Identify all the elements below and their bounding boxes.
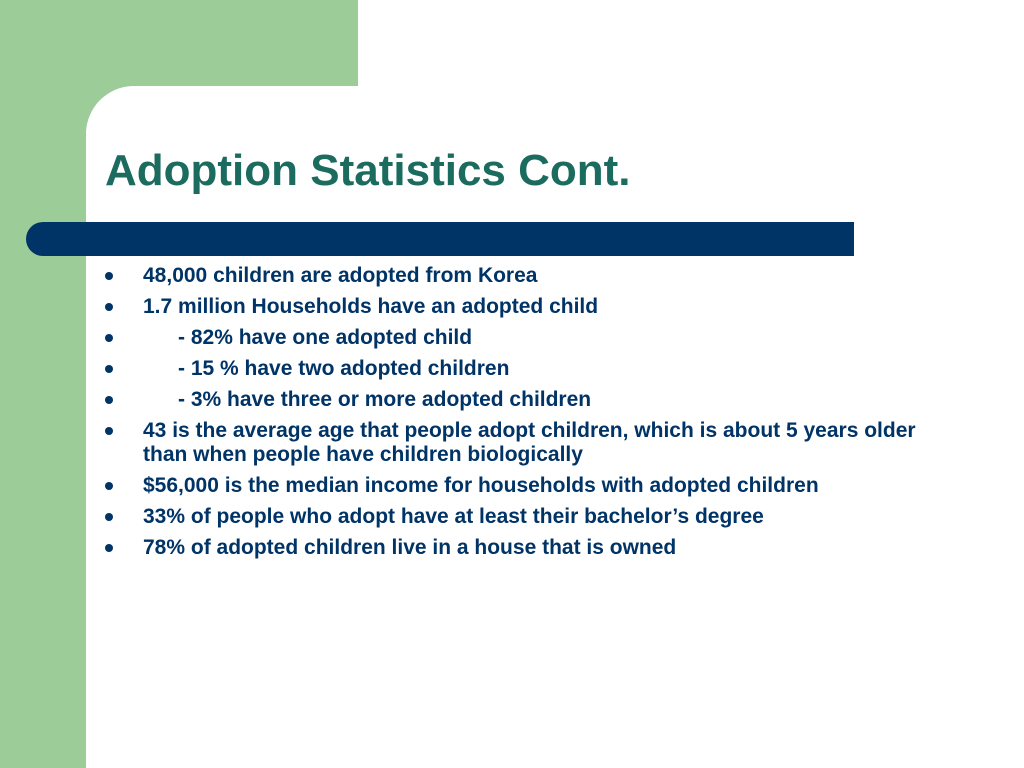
bullet-text: 43 is the average age that people adopt … [143,419,922,466]
bullet-item: - 15 % have two adopted children [105,357,965,381]
bullet-item: 1.7 million Households have an adopted c… [105,295,965,319]
bullet-item: $56,000 is the median income for househo… [105,474,965,498]
title-underline-bar [26,222,854,256]
bullet-item: 48,000 children are adopted from Korea [105,264,965,288]
bullet-dot-icon [105,513,113,521]
bullet-text: 1.7 million Households have an adopted c… [143,295,599,318]
bullet-text: - 3% have three or more adopted children [143,388,592,411]
bullet-text: 48,000 children are adopted from Korea [143,264,538,287]
bullet-dot-icon [105,482,113,490]
slide-title: Adoption Statistics Cont. [105,146,631,195]
bullet-text: - 82% have one adopted child [143,326,473,349]
content-panel [86,86,1024,768]
bullet-text: 33% of people who adopt have at least th… [143,505,764,528]
bullet-item: - 3% have three or more adopted children [105,388,965,412]
bullet-dot-icon [105,365,113,373]
bullet-item: 78% of adopted children live in a house … [105,536,965,560]
bullet-dot-icon [105,396,113,404]
bullet-text: $56,000 is the median income for househo… [143,474,819,497]
bullet-text: 78% of adopted children live in a house … [143,536,677,559]
bullet-dot-icon [105,272,113,280]
bullet-text: - 15 % have two adopted children [143,357,510,380]
bullet-list: 48,000 children are adopted from Korea 1… [105,264,965,560]
bullet-dot-icon [105,544,113,552]
bullet-dot-icon [105,427,113,435]
bullet-item: - 82% have one adopted child [105,326,965,350]
bullet-item: 33% of people who adopt have at least th… [105,505,965,529]
bullet-item: 43 is the average age that people adopt … [105,419,965,467]
bullet-dot-icon [105,303,113,311]
bullet-dot-icon [105,334,113,342]
